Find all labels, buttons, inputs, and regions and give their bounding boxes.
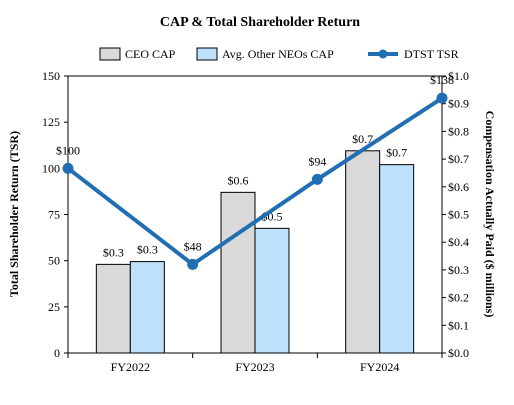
legend: CEO CAP Avg. Other NEOs CAP DTST TSR (99, 47, 459, 61)
tsr-point (311, 173, 323, 185)
right-axis-tick-label: $0.5 (448, 208, 469, 222)
category-label: FY2023 (235, 360, 274, 374)
right-axis-title: Compensation Actually Paid ($ millions) (483, 111, 497, 318)
bar-neo-cap (129, 261, 165, 354)
tsr-value-label: $48 (184, 239, 202, 253)
category-label: FY2024 (360, 360, 399, 374)
right-axis-tick-label: $1.0 (448, 69, 469, 83)
left-axis-tick-label: 100 (42, 161, 60, 175)
legend-swatch-neo-cap (196, 47, 218, 61)
bar-value-label: $0.6 (228, 173, 249, 187)
bars (95, 150, 415, 354)
right-axis-tick-label: $0.3 (448, 263, 469, 277)
tsr-point (436, 92, 448, 104)
left-axis-tick-label: 0 (54, 346, 60, 360)
legend-marker-tsr (378, 49, 388, 59)
tsr-value-label: $138 (430, 73, 454, 87)
right-axis-ticks: $0.0 $0.1 $0.2 $0.3 $0.4 $0.5 $0.6 $0.7 $0.8 $0.9… (442, 69, 469, 360)
bar-value-label: $0.3 (103, 245, 124, 259)
legend-label-ceo-cap: CEO CAP (125, 47, 176, 61)
right-axis-tick-label: $0.9 (448, 97, 469, 111)
bar-ceo-cap (345, 150, 381, 354)
legend-label-neo-cap: Avg. Other NEOs CAP (222, 47, 334, 61)
right-axis-tick-label: $0.4 (448, 235, 469, 249)
left-axis-tick-label: 25 (48, 300, 60, 314)
chart-title: CAP & Total Shareholder Return (160, 15, 360, 30)
tsr-line (62, 92, 448, 270)
legend-swatch-ceo-cap (99, 47, 121, 61)
left-axis-tick-label: 50 (48, 254, 60, 268)
left-axis-title: Total Shareholder Return (TSR) (7, 131, 21, 297)
bar-value-label: $0.7 (386, 146, 407, 160)
category-labels: FY2022 FY2023 FY2024 (67, 353, 443, 374)
bar-value-label: $0.7 (352, 132, 373, 146)
bar-neo-cap (254, 227, 290, 354)
bar-neo-cap (379, 164, 415, 354)
left-axis-ticks: 0 25 50 75 100 125 150 (42, 69, 68, 360)
tsr-polyline (66, 96, 444, 267)
legend-label-tsr: DTST TSR (404, 47, 459, 61)
bar-value-labels: $0.3$0.6$0.7$0.3$0.5$0.7 (103, 132, 407, 260)
left-axis-tick-label: 125 (42, 115, 60, 129)
category-label: FY2022 (111, 360, 150, 374)
tsr-value-label: $94 (308, 154, 326, 168)
left-axis-tick-label: 75 (48, 208, 60, 222)
right-axis-tick-label: $0.1 (448, 318, 469, 332)
bar-ceo-cap (220, 191, 256, 354)
right-axis-tick-label: $0.2 (448, 291, 469, 305)
right-axis-tick-label: $0.7 (448, 152, 469, 166)
right-axis-tick-label: $0.6 (448, 180, 469, 194)
bar-value-label: $0.3 (137, 243, 158, 257)
tsr-value-labels: $100 $48 $94 $138 (56, 73, 454, 253)
right-axis-tick-label: $0.8 (448, 124, 469, 138)
tsr-point (187, 258, 199, 270)
right-axis-tick-label: $0.0 (448, 346, 469, 360)
left-axis-tick-label: 150 (42, 69, 60, 83)
tsr-point (62, 162, 74, 174)
tsr-value-label: $100 (56, 143, 80, 157)
bar-ceo-cap (95, 263, 131, 354)
